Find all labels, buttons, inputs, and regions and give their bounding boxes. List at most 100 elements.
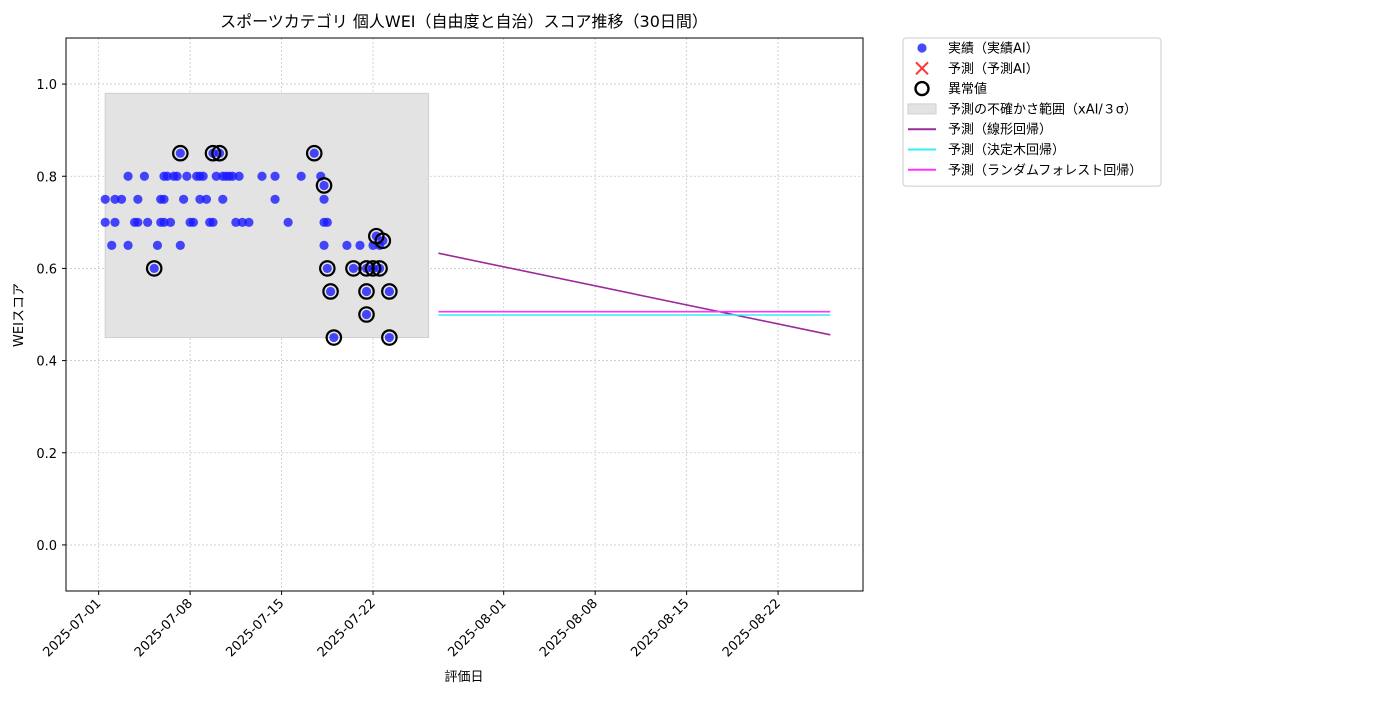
y-tick-label: 0.2	[36, 447, 57, 462]
actual-point	[384, 332, 394, 343]
actual-point	[270, 194, 280, 204]
actual-point	[110, 194, 120, 204]
actual-point	[172, 171, 182, 181]
actual-point	[384, 286, 394, 297]
x-tick-label: 2025-08-22	[720, 596, 784, 660]
actual-point	[348, 263, 359, 274]
legend-marker-actual	[917, 43, 927, 53]
legend-marker-outlier	[914, 80, 930, 97]
x-tick-label: 2025-07-22	[315, 596, 379, 660]
actual-point	[159, 217, 169, 227]
actual-point	[110, 217, 120, 227]
outlier-marker	[211, 144, 228, 162]
outlier-marker	[204, 144, 222, 162]
forecast-line	[438, 252, 831, 336]
outlier-marker	[358, 260, 375, 277]
actual-point	[227, 171, 238, 181]
x-tick-label: 2025-07-08	[132, 596, 196, 660]
actual-point	[165, 217, 176, 227]
x-tick-label: 2025-08-08	[537, 596, 601, 660]
outlier-marker	[358, 306, 375, 323]
x-tick-label: 2025-07-15	[223, 596, 287, 660]
outlier-marker	[381, 283, 398, 300]
plot-frame	[65, 37, 864, 592]
actual-point	[107, 240, 117, 250]
actual-point	[195, 194, 205, 204]
outlier-marker	[371, 260, 388, 277]
chart-title: スポーツカテゴリ 個人WEI（自由度と自治）スコア推移（30日間）	[220, 12, 708, 31]
actual-point	[234, 171, 244, 181]
actual-point	[188, 217, 198, 227]
data-layer	[100, 144, 831, 346]
x-tick-label: 2025-07-01	[40, 596, 104, 660]
x-tick-label: 2025-08-01	[445, 596, 509, 660]
legend-label: 異常値	[948, 81, 987, 97]
x-tick-label: 2025-08-15	[628, 596, 692, 660]
actual-point	[152, 240, 163, 250]
outlier-marker	[315, 177, 333, 194]
actual-point	[283, 217, 293, 227]
actual-point	[208, 217, 218, 227]
y-axis-label: WEIスコア	[12, 283, 27, 347]
outlier-marker	[374, 232, 392, 250]
actual-point	[329, 332, 339, 343]
legend-label: 予測（予測AI）	[948, 62, 1039, 77]
actual-point	[218, 194, 228, 204]
actual-point	[123, 171, 133, 181]
outlier-marker	[325, 329, 343, 346]
actual-point	[211, 171, 221, 181]
actual-point	[175, 240, 185, 250]
actual-point	[342, 240, 352, 250]
actual-point	[322, 263, 332, 274]
actual-point	[149, 263, 159, 274]
actual-point	[143, 217, 153, 227]
actual-point	[361, 286, 372, 297]
legend-label: 予測（線形回帰）	[948, 122, 1052, 138]
y-tick-label: 0.4	[36, 355, 57, 370]
actual-point	[244, 217, 254, 227]
actual-point	[133, 217, 143, 227]
actual-point	[270, 171, 280, 181]
actual-point	[237, 217, 247, 227]
y-tick-label: 0.8	[36, 170, 57, 185]
x-axis-label: 評価日	[444, 670, 483, 685]
outlier-marker	[381, 329, 398, 346]
actual-point	[309, 148, 319, 158]
actual-point	[159, 194, 169, 204]
actual-point	[361, 309, 372, 320]
actual-point	[201, 194, 212, 204]
actual-point	[139, 171, 149, 181]
uncertainty-band	[104, 92, 430, 339]
actual-point	[319, 240, 329, 250]
outlier-marker	[145, 260, 163, 277]
y-tick-label: 1.0	[36, 78, 57, 93]
outlier-marker	[364, 260, 382, 277]
y-tick-label: 0.0	[36, 539, 57, 554]
outlier-marker	[172, 144, 189, 162]
actual-point	[175, 148, 185, 158]
outlier-marker	[322, 283, 339, 300]
legend-label: 予測（ランダムフォレスト回帰）	[948, 162, 1142, 178]
actual-point	[325, 286, 336, 297]
actual-point	[231, 217, 241, 227]
legend-label: 実績（実績AI）	[948, 41, 1039, 57]
legend-marker-forecast	[915, 61, 929, 76]
legend-label: 予測の不確かさ範囲（xAI/３σ）	[948, 101, 1137, 117]
actual-point	[322, 217, 332, 227]
outlier-marker	[305, 144, 323, 162]
actual-point	[198, 171, 208, 181]
legend-marker-band	[907, 103, 937, 115]
actual-point	[257, 171, 267, 181]
legend-label: 予測（決定木回帰）	[948, 142, 1065, 158]
y-tick-label: 0.6	[36, 262, 57, 277]
outlier-marker	[358, 283, 375, 300]
actual-point	[319, 194, 329, 204]
actual-point	[162, 171, 172, 181]
legend-box	[902, 37, 1162, 187]
outlier-marker	[345, 260, 362, 277]
actual-point	[123, 240, 133, 250]
actual-point	[182, 171, 192, 181]
actual-point	[355, 240, 365, 250]
